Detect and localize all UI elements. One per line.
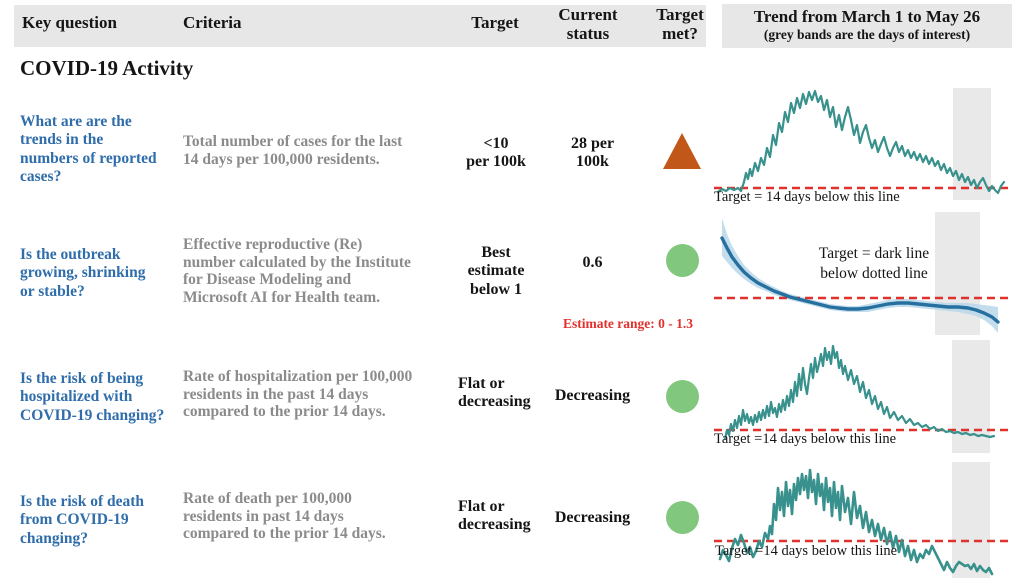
table-row-reproductive-number: Is the outbreak growing, shrinking or st… — [0, 212, 1024, 335]
current-status-hospitalization: Decreasing — [554, 387, 631, 404]
header-background-left — [14, 5, 706, 47]
criteria-cases: Total number of cases for the last 14 da… — [183, 133, 403, 168]
column-header-criteria: Criteria — [183, 13, 242, 32]
target-met-cell-hospitalization — [652, 374, 712, 418]
trend-chart-deaths: Target =14 days below this line — [712, 462, 1012, 580]
section-title: COVID-19 Activity — [20, 56, 194, 80]
target-met-circle-icon — [665, 243, 699, 277]
key-question-cases: What are are the trends in the numbers o… — [20, 113, 157, 185]
column-header-key-question: Key question — [22, 13, 117, 32]
column-header-trend-subtitle: (grey bands are the days of interest) — [763, 27, 971, 42]
column-header-current-status: Current status — [558, 5, 618, 44]
column-header-trend-title: Trend from March 1 to May 26 — [753, 7, 981, 26]
criteria-outbreak: Effective reproductive (Re) number calcu… — [183, 236, 411, 306]
target-value-outbreak: Best estimate below 1 — [467, 244, 525, 298]
table-row-cases: What are are the trends in the numbers o… — [0, 85, 1024, 205]
current-status-outbreak: 0.6 — [582, 254, 603, 271]
current-status-cases: 28 per 100k — [570, 135, 615, 171]
trend-chart-reproductive-number: Target = dark line below dotted line — [712, 212, 1012, 338]
chart-annotation-target-line: Target = dark line below dotted line — [818, 245, 930, 283]
chart-caption-deaths: Target =14 days below this line — [715, 543, 898, 559]
chart-caption-cases: Target = 14 days below this line — [714, 189, 900, 205]
chart-caption-hospitalization: Target =14 days below this line — [714, 431, 897, 447]
target-not-met-triangle-icon — [663, 133, 701, 169]
trend-chart-cases: Target = 14 days below this line — [712, 85, 1012, 207]
criteria-hospitalization: Rate of hospitalization per 100,000 resi… — [183, 368, 413, 420]
target-met-circle-icon — [665, 379, 699, 413]
key-question-hospitalization: Is the risk of being hospitalized with C… — [20, 370, 165, 424]
column-header-target-met: Target met? — [656, 5, 704, 44]
estimate-range-note: Estimate range: 0 - 1.3 — [562, 316, 694, 331]
target-met-cell-deaths — [652, 495, 712, 539]
target-value-cases: <10 per 100k — [466, 135, 526, 171]
table-row-deaths: Is the risk of death from COVID-19 chang… — [0, 462, 1024, 578]
target-met-cell-outbreak — [652, 238, 712, 282]
target-met-circle-icon — [665, 500, 699, 534]
column-header-target: Target — [471, 13, 519, 32]
target-met-cell-cases — [652, 129, 712, 173]
target-value-hospitalization: Flat or decreasing — [458, 375, 531, 411]
key-question-deaths: Is the risk of death from COVID-19 chang… — [20, 493, 145, 547]
table-row-hospitalization: Is the risk of being hospitalized with C… — [0, 338, 1024, 453]
current-status-deaths: Decreasing — [554, 509, 631, 526]
trend-chart-hospitalization: Target =14 days below this line — [712, 338, 1012, 453]
target-value-deaths: Flat or decreasing — [458, 498, 531, 534]
key-question-outbreak: Is the outbreak growing, shrinking or st… — [20, 246, 146, 300]
header-background-trend — [722, 4, 1012, 48]
criteria-deaths: Rate of death per 100,000 residents in p… — [183, 490, 386, 542]
